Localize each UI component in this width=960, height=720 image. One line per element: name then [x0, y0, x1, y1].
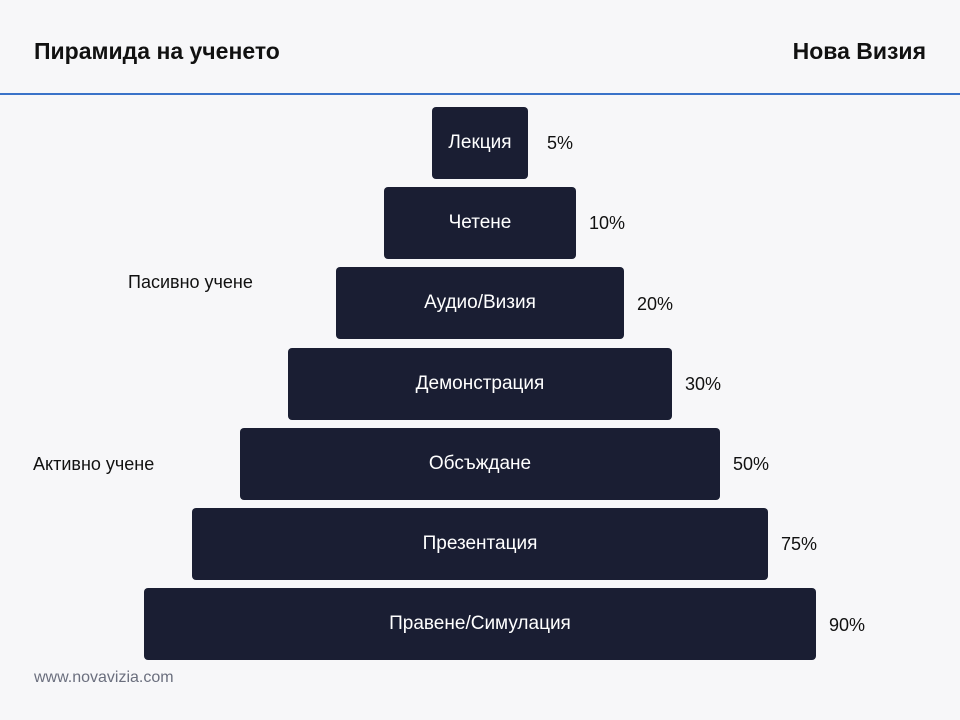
tier-percent: 5% — [547, 133, 574, 153]
tier-presentation: Презентация — [192, 508, 768, 580]
tier-demonstration: Демонстрация — [288, 348, 672, 420]
tier-percent: 50% — [733, 454, 770, 474]
page-title: Пирамида на ученето — [34, 38, 280, 64]
header: Пирамида на ученето Нова Визия — [0, 0, 960, 95]
tier-label: Аудио/Визия — [424, 292, 536, 313]
tier-reading: Четене — [384, 187, 576, 259]
group-label-passive: Пасивно учене — [128, 272, 253, 292]
tier-label: Презентация — [422, 533, 538, 554]
tier-label: Четене — [448, 212, 512, 233]
brand-name: Нова Визия — [792, 38, 926, 64]
group-label-active: Активно учене — [33, 454, 155, 474]
tier-label: Демонстрация — [415, 373, 545, 394]
tier-label: Обсъждане — [428, 453, 532, 474]
tier-percent: 30% — [685, 374, 722, 394]
tier-label: Правене/Симулация — [389, 613, 571, 634]
tier-percent: 20% — [637, 294, 674, 314]
tier-lecture: Лекция — [432, 107, 528, 179]
tier-percent: 75% — [781, 534, 818, 554]
tier-doing-simulation: Правене/Симулация — [144, 588, 816, 660]
tier-audio-visual: Аудио/Визия — [336, 267, 624, 339]
tier-label: Лекция — [448, 132, 512, 153]
tier-percent: 10% — [589, 213, 626, 233]
tier-percent: 90% — [829, 615, 866, 635]
tier-discussion: Обсъждане — [240, 428, 720, 500]
footer-website: www.novavizia.com — [34, 669, 174, 686]
